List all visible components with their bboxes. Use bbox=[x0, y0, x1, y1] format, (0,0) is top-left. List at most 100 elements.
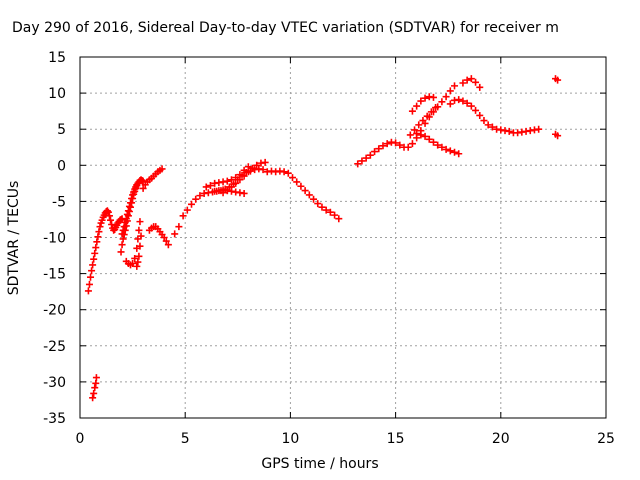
data-point bbox=[240, 189, 248, 197]
data-point bbox=[411, 126, 419, 134]
data-point bbox=[135, 226, 143, 234]
data-points bbox=[84, 75, 562, 402]
data-point bbox=[383, 140, 391, 148]
data-point bbox=[128, 195, 136, 203]
data-point bbox=[124, 207, 132, 215]
data-point bbox=[366, 151, 374, 159]
axis-ticks: 0 5 10 15 20 25 15 10 5 0 -5 -10 -15 -20 -25 -30 -35 bbox=[43, 50, 615, 447]
data-point bbox=[95, 228, 103, 236]
y-tick-label: -10 bbox=[43, 231, 66, 247]
data-point bbox=[408, 140, 416, 148]
data-point bbox=[289, 174, 297, 182]
data-point bbox=[125, 202, 133, 210]
data-point bbox=[121, 218, 129, 226]
data-point bbox=[371, 148, 379, 156]
data-point bbox=[103, 207, 111, 215]
data-point bbox=[505, 127, 513, 135]
data-point bbox=[314, 200, 322, 208]
data-point bbox=[459, 97, 467, 105]
data-point bbox=[438, 98, 446, 106]
data-point bbox=[133, 181, 141, 189]
data-point bbox=[122, 215, 130, 223]
data-point bbox=[301, 187, 309, 195]
data-point bbox=[280, 168, 288, 176]
data-point bbox=[472, 78, 480, 86]
data-point bbox=[467, 102, 475, 110]
data-point bbox=[158, 165, 166, 173]
data-point bbox=[93, 238, 101, 246]
x-tick-label: 10 bbox=[281, 431, 299, 447]
data-point bbox=[379, 142, 387, 150]
data-point bbox=[96, 223, 104, 231]
data-point bbox=[472, 106, 480, 114]
data-point bbox=[406, 131, 414, 139]
grid-lines bbox=[80, 57, 606, 418]
data-point bbox=[117, 248, 125, 256]
data-point bbox=[476, 83, 484, 91]
data-point bbox=[219, 189, 227, 197]
data-point bbox=[249, 164, 257, 172]
y-tick-label: -20 bbox=[43, 303, 66, 319]
y-tick-label: 15 bbox=[48, 50, 66, 66]
data-point bbox=[85, 280, 93, 288]
data-point bbox=[554, 76, 562, 84]
data-point bbox=[455, 96, 463, 104]
data-point bbox=[455, 150, 463, 158]
data-point bbox=[480, 117, 488, 125]
data-point bbox=[188, 200, 196, 208]
data-point bbox=[162, 237, 170, 245]
data-point bbox=[90, 255, 98, 263]
data-point bbox=[91, 249, 99, 257]
data-point bbox=[442, 93, 450, 101]
data-point bbox=[451, 82, 459, 90]
data-point bbox=[467, 75, 475, 83]
data-point bbox=[423, 112, 431, 120]
data-point bbox=[94, 233, 102, 241]
data-point bbox=[240, 172, 248, 180]
y-tick-label: 10 bbox=[48, 86, 66, 102]
x-tick-label: 25 bbox=[597, 431, 615, 447]
data-point bbox=[375, 145, 383, 153]
data-point bbox=[326, 208, 334, 216]
data-point bbox=[236, 176, 244, 184]
data-point bbox=[202, 183, 210, 191]
data-point bbox=[297, 182, 305, 190]
data-point bbox=[87, 273, 95, 281]
data-point bbox=[160, 234, 168, 241]
plot-border bbox=[79, 56, 607, 419]
data-point bbox=[135, 252, 143, 260]
data-point bbox=[446, 100, 454, 108]
data-point bbox=[354, 160, 362, 168]
data-point bbox=[139, 184, 147, 192]
data-point bbox=[429, 138, 437, 146]
data-point bbox=[446, 87, 454, 95]
x-tick-label: 15 bbox=[387, 431, 405, 447]
data-point bbox=[120, 223, 128, 231]
data-point bbox=[432, 104, 440, 112]
data-point bbox=[89, 261, 97, 269]
data-point bbox=[434, 141, 442, 149]
data-point bbox=[91, 384, 99, 392]
y-tick-label: -25 bbox=[43, 339, 66, 355]
data-point bbox=[438, 143, 446, 151]
data-point bbox=[123, 210, 131, 218]
data-point bbox=[92, 374, 100, 382]
data-point bbox=[104, 208, 112, 216]
y-tick-label: 5 bbox=[57, 122, 66, 138]
data-point bbox=[463, 99, 471, 107]
data-point bbox=[459, 79, 467, 87]
data-point bbox=[413, 130, 421, 138]
data-point bbox=[417, 131, 425, 139]
data-point bbox=[358, 157, 366, 165]
data-point bbox=[84, 287, 92, 295]
data-point bbox=[137, 232, 145, 240]
data-point bbox=[331, 211, 339, 219]
data-point bbox=[118, 241, 126, 249]
data-point bbox=[463, 76, 471, 84]
x-tick-label: 20 bbox=[492, 431, 510, 447]
data-point bbox=[129, 259, 137, 267]
y-tick-label: -35 bbox=[43, 411, 66, 427]
y-tick-label: 0 bbox=[57, 158, 66, 174]
data-point bbox=[259, 166, 267, 174]
